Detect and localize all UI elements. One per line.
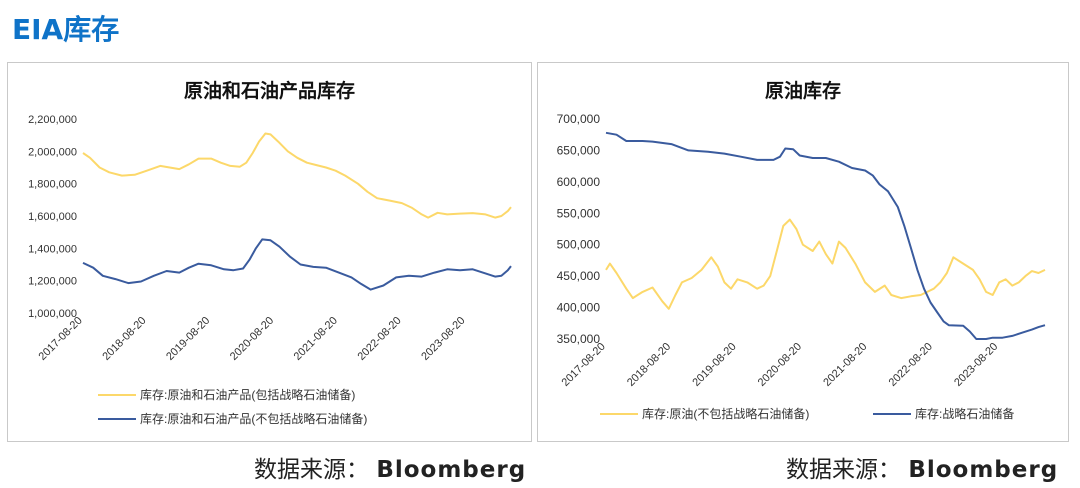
chart-panel-crude-stocks: 原油库存 350,000 400,000 450,000 500,000 550,000 6… [537, 62, 1069, 442]
y-tick-label: 2,200,000 [28, 114, 77, 126]
x-tick-label: 2022-08-20 [887, 341, 935, 389]
chart-panel-total-stocks: 原油和石油产品库存 1,000,000 1,200,000 1,400,000 1,60… [7, 62, 532, 442]
source-name: Bloomberg [376, 457, 527, 483]
legend-label-1: 库存:原油和石油产品(包括战略石油储备) [140, 387, 355, 402]
y-tick-label: 1,600,000 [28, 211, 77, 223]
x-tick-label: 2019-08-20 [690, 341, 738, 389]
x-tick-label: 2018-08-20 [100, 315, 148, 363]
y-tick-label: 350,000 [557, 332, 601, 346]
source-note-right: 数据来源： Bloomberg [786, 450, 1058, 484]
y-tick-label: 400,000 [557, 301, 601, 315]
y-tick-label: 600,000 [557, 175, 601, 189]
legend-label-2: 库存:原油和石油产品(不包括战略石油储备) [140, 411, 367, 426]
series-line-1 [82, 132, 512, 219]
y-tick-label: 450,000 [557, 269, 601, 283]
series-line-2 [605, 131, 1046, 340]
x-tick-label: 2023-08-20 [419, 315, 467, 363]
chart-title: 原油库存 [765, 79, 841, 102]
y-tick-label: 1,000,000 [28, 308, 77, 320]
y-tick-label: 2,000,000 [28, 146, 77, 158]
x-tick-label: 2020-08-20 [756, 341, 804, 389]
x-tick-label: 2022-08-20 [355, 315, 403, 363]
x-tick-label: 2023-08-20 [952, 341, 1000, 389]
source-note-left: 数据来源： Bloomberg [254, 450, 526, 484]
y-tick-label: 550,000 [557, 206, 601, 220]
x-tick-label: 2017-08-20 [560, 341, 608, 389]
chart-total-stocks: 原油和石油产品库存 1,000,000 1,200,000 1,400,000 1,60… [28, 79, 512, 426]
y-tick-label: 1,200,000 [28, 276, 77, 288]
x-tick-label: 2018-08-20 [625, 341, 673, 389]
x-tick-label: 2017-08-20 [37, 315, 85, 363]
y-tick-label: 1,400,000 [28, 243, 77, 255]
series-line-1 [605, 218, 1046, 310]
series-line-2 [82, 238, 512, 291]
y-tick-label: 1,800,000 [28, 179, 77, 191]
x-tick-label: 2020-08-20 [228, 315, 276, 363]
legend-label-2: 库存:战略石油储备 [915, 406, 1014, 421]
y-tick-label: 500,000 [557, 238, 601, 252]
x-tick-label: 2021-08-20 [821, 341, 869, 389]
chart-title: 原油和石油产品库存 [184, 79, 355, 102]
source-label: 数据来源： [254, 457, 369, 483]
source-label: 数据来源： [786, 457, 901, 483]
y-tick-label: 650,000 [557, 143, 601, 157]
source-name: Bloomberg [908, 457, 1059, 483]
y-tick-label: 700,000 [557, 112, 601, 126]
chart-crude-stocks: 原油库存 350,000 400,000 450,000 500,000 550,000 6… [557, 79, 1046, 421]
x-tick-label: 2019-08-20 [164, 315, 212, 363]
x-tick-label: 2021-08-20 [292, 315, 340, 363]
page-title: EIA库存 [12, 13, 120, 46]
legend-label-1: 库存:原油(不包括战略石油储备) [642, 406, 809, 421]
